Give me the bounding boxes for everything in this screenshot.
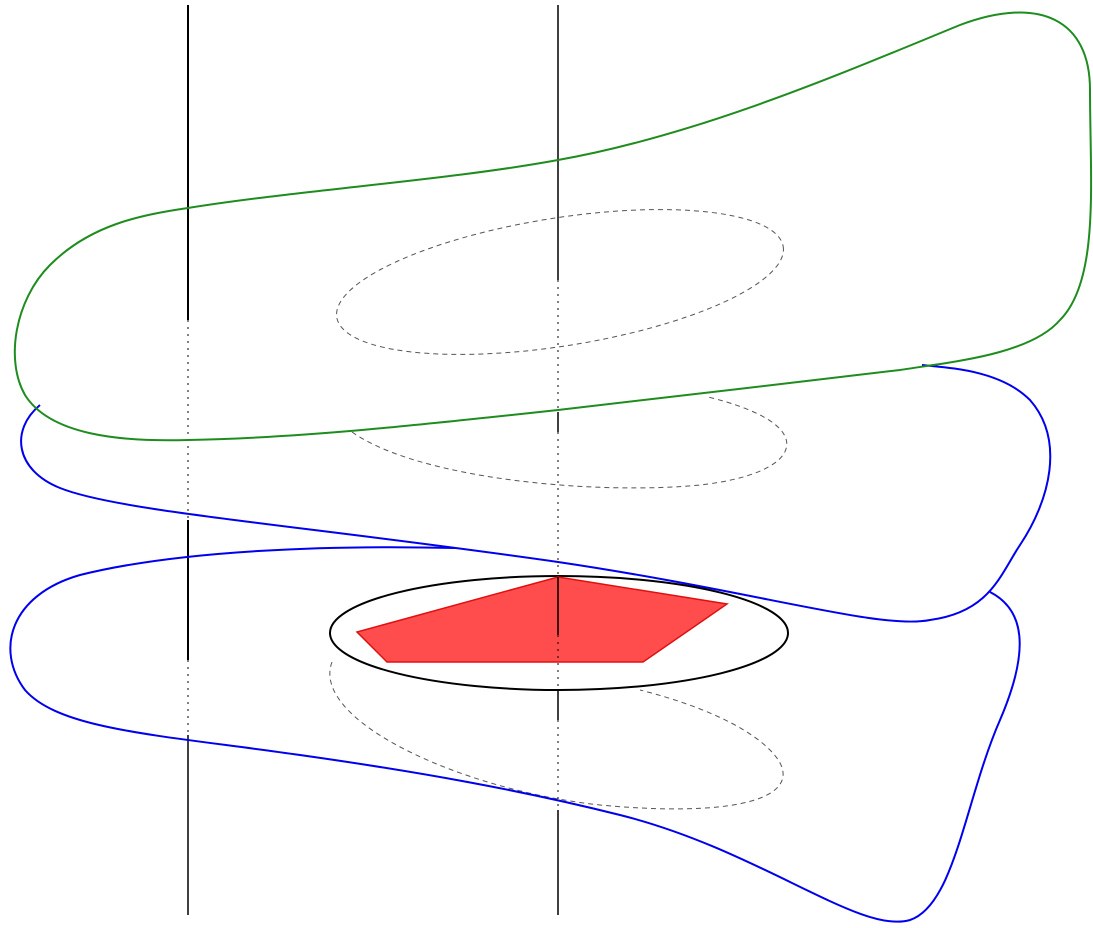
- hidden-ellipse: [336, 209, 784, 355]
- hidden-ellipse: [351, 396, 788, 489]
- section-ellipse: [329, 575, 789, 691]
- pentagon: [355, 576, 729, 663]
- top-surface: [13, 11, 1093, 442]
- upper-surface: [20, 364, 1052, 623]
- hidden-ellipse: [329, 661, 784, 810]
- lower-surface: [9, 546, 1021, 923]
